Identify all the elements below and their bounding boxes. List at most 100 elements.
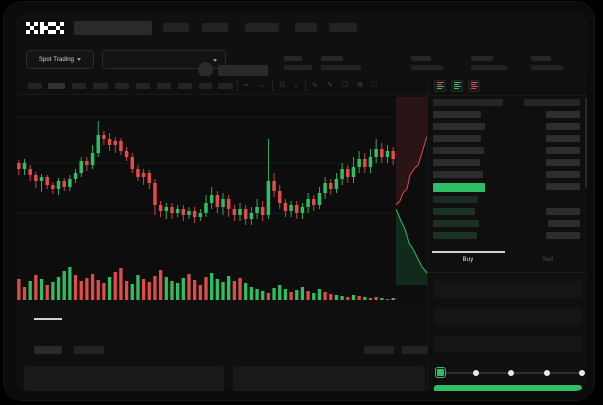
orderbook-bid-row[interactable] bbox=[428, 208, 587, 216]
depth-bid-area bbox=[396, 209, 442, 285]
line-study-icon[interactable]: ∿ bbox=[312, 82, 318, 89]
bottom-tab-order-history[interactable] bbox=[74, 346, 104, 354]
orderbook-bid-price bbox=[548, 220, 580, 227]
order-price-field[interactable] bbox=[434, 281, 582, 298]
slider-stop[interactable] bbox=[543, 369, 550, 376]
trade-side-tab-bar: Buy Sell bbox=[428, 251, 587, 273]
order-total-field[interactable] bbox=[434, 335, 582, 352]
pair-name-placeholder bbox=[218, 65, 268, 76]
price-chart-pane[interactable] bbox=[16, 95, 442, 301]
stat-24h-change-label bbox=[321, 56, 343, 61]
orderbook-bid-row[interactable] bbox=[428, 232, 587, 240]
orderbook-view-bids-icon[interactable] bbox=[451, 79, 463, 92]
orderbook-last-price-value bbox=[546, 183, 580, 190]
coin-avatar bbox=[198, 62, 213, 77]
orderbook-bid-row[interactable] bbox=[428, 220, 587, 228]
product-type-label: Spot Trading bbox=[38, 56, 75, 63]
slider-handle[interactable] bbox=[436, 368, 445, 377]
tab-sell[interactable]: Sell bbox=[542, 257, 554, 263]
timeframe-1[interactable] bbox=[28, 83, 42, 89]
timeframe-3[interactable] bbox=[72, 83, 86, 89]
bottom-tab-open-orders[interactable] bbox=[34, 346, 62, 354]
orderbook-ask-row[interactable] bbox=[428, 111, 587, 119]
camera-icon[interactable]: ☐ bbox=[342, 82, 349, 89]
chart-type-dropdown-icon[interactable]: ⌄ bbox=[293, 82, 299, 89]
slider-stop[interactable] bbox=[508, 369, 514, 376]
orderbook-icon-line bbox=[471, 86, 478, 87]
stat-24h-volume bbox=[531, 56, 563, 70]
orderbook-ask-amount bbox=[433, 123, 485, 130]
orderbook-ask-row[interactable] bbox=[428, 171, 587, 179]
orderbook-scrollbar[interactable] bbox=[585, 98, 587, 188]
fullscreen-icon[interactable]: ⛶ bbox=[372, 82, 377, 89]
indicators-dropdown-icon[interactable]: ⌄ bbox=[259, 82, 265, 89]
timeframe-5[interactable] bbox=[115, 83, 129, 89]
orderbook-bid-amount bbox=[433, 220, 479, 227]
orderbook-ask-row[interactable] bbox=[428, 135, 587, 143]
timeframe-9[interactable] bbox=[199, 83, 212, 89]
orderbook-bid-row[interactable] bbox=[428, 196, 587, 204]
timeframe-2[interactable] bbox=[48, 83, 65, 89]
chart-type-icon[interactable]: ☷ bbox=[279, 82, 286, 89]
product-type-select[interactable]: Spot Trading bbox=[26, 50, 94, 69]
timeframe-7[interactable] bbox=[157, 83, 171, 89]
orderbook-bid-amount bbox=[433, 232, 477, 239]
stat-24h-low bbox=[471, 56, 507, 70]
okx-logo[interactable] bbox=[26, 22, 64, 34]
nav-item-3[interactable] bbox=[245, 23, 279, 32]
orderbook-ask-row[interactable] bbox=[428, 159, 587, 167]
orderbook-and-trade-panel: Buy Sell bbox=[427, 76, 587, 391]
orderbook-header-amount bbox=[433, 99, 503, 106]
stat-last-price-value bbox=[284, 65, 312, 70]
nav-item-4[interactable] bbox=[295, 23, 317, 32]
orderbook-ask-price bbox=[546, 171, 580, 178]
orderbook-icon-line bbox=[471, 88, 476, 89]
orderbook-ask-amount bbox=[433, 111, 481, 118]
search-input[interactable] bbox=[74, 21, 152, 35]
orderbook[interactable] bbox=[428, 96, 587, 248]
stat-24h-high bbox=[411, 56, 443, 70]
slider-stop[interactable] bbox=[472, 369, 479, 376]
orderbook-ask-row[interactable] bbox=[428, 123, 587, 131]
orderbook-view-both-icon[interactable] bbox=[434, 79, 446, 92]
pencil-icon[interactable]: ✎ bbox=[327, 82, 333, 89]
timeframe-10[interactable] bbox=[218, 83, 233, 89]
orderbook-ask-row[interactable] bbox=[428, 147, 587, 155]
orderbook-last-price-bar bbox=[433, 183, 485, 192]
timeframe-4[interactable] bbox=[93, 83, 108, 89]
orderbook-ask-price bbox=[546, 111, 580, 118]
stat-24h-change-value bbox=[321, 65, 361, 70]
app-window: Spot Trading ⑅ ⌄ ☷ ⌄ ∿ ✎ ☐ ⚙ ⛶ bbox=[16, 12, 587, 391]
nav-item-1[interactable] bbox=[163, 23, 189, 32]
chevron-down-icon bbox=[77, 58, 82, 61]
orderbook-ask-price bbox=[546, 147, 580, 154]
device-frame: Spot Trading ⑅ ⌄ ☷ ⌄ ∿ ✎ ☐ ⚙ ⛶ bbox=[4, 2, 594, 400]
slider-stop[interactable] bbox=[579, 369, 585, 376]
order-amount-slider[interactable] bbox=[436, 368, 585, 378]
orders-panel bbox=[16, 300, 432, 391]
orderbook-icon-line bbox=[471, 84, 476, 85]
bottom-action-1[interactable] bbox=[364, 346, 394, 354]
orderbook-icon-line bbox=[454, 88, 459, 89]
orderbook-icon-line bbox=[437, 82, 444, 83]
nav-item-5[interactable] bbox=[329, 23, 357, 32]
orderbook-view-asks-icon[interactable] bbox=[468, 79, 480, 92]
chart-toolbar: ⑅ ⌄ ☷ ⌄ ∿ ✎ ☐ ⚙ ⛶ bbox=[16, 76, 427, 95]
orderbook-icon-line bbox=[471, 82, 478, 83]
order-amount-field[interactable] bbox=[434, 308, 582, 325]
toolbar-divider bbox=[272, 80, 273, 91]
timeframe-6[interactable] bbox=[136, 83, 150, 89]
tab-buy[interactable]: Buy bbox=[462, 257, 474, 263]
trading-pair-select[interactable] bbox=[102, 50, 226, 69]
nav-item-2[interactable] bbox=[202, 23, 228, 32]
orderbook-ask-price bbox=[546, 159, 580, 166]
stat-24h-volume-value bbox=[531, 65, 563, 70]
indicators-icon[interactable]: ⑅ bbox=[244, 82, 249, 89]
stat-24h-volume-label bbox=[531, 56, 551, 61]
settings-icon[interactable]: ⚙ bbox=[357, 82, 364, 89]
bottom-action-2[interactable] bbox=[402, 346, 432, 354]
orderbook-ask-amount bbox=[433, 135, 481, 142]
buy-submit-button[interactable] bbox=[434, 385, 582, 391]
stat-last-price bbox=[284, 56, 312, 70]
timeframe-8[interactable] bbox=[178, 83, 192, 89]
